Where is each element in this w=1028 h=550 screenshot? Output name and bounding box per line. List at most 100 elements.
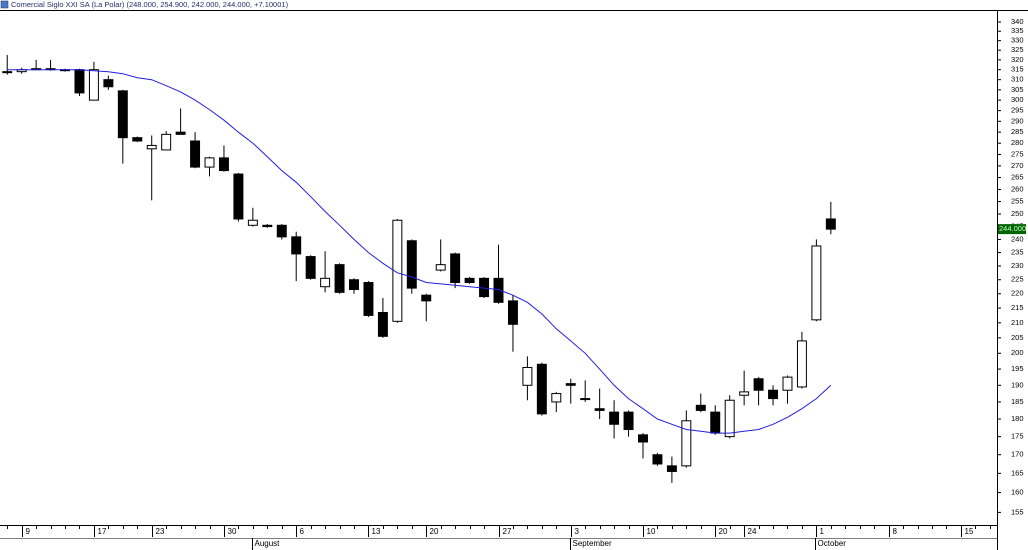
candle-body (2, 71, 13, 74)
candle-body (493, 277, 504, 303)
candle-body (796, 340, 807, 388)
x-tick-label: 10 (647, 527, 656, 536)
y-tick-label: 270 (1011, 161, 1024, 170)
candle-body (594, 408, 605, 411)
x-tick-label: 20 (719, 527, 728, 536)
y-tick-label: 330 (1011, 36, 1024, 45)
candle-body (450, 253, 461, 284)
candle-body (421, 294, 432, 302)
candle-body (435, 264, 446, 271)
candle-body (695, 404, 706, 411)
y-tick-label: 300 (1011, 95, 1024, 104)
candle-body (811, 245, 822, 321)
candle-body (320, 277, 331, 288)
y-tick-label: 185 (1011, 397, 1024, 406)
y-tick-label: 305 (1011, 85, 1024, 94)
x-tick-label: 8 (893, 527, 898, 536)
header-icon (0, 0, 9, 9)
y-tick-label: 195 (1011, 364, 1024, 373)
y-tick-label: 295 (1011, 106, 1024, 115)
candle-body (609, 411, 620, 425)
candle-body (536, 363, 547, 415)
y-tick-label: 180 (1011, 414, 1024, 423)
candle-body (247, 219, 258, 226)
y-tick-label: 280 (1011, 138, 1024, 147)
y-tick-label: 255 (1011, 197, 1024, 206)
y-tick-label: 275 (1011, 149, 1024, 158)
y-tick-label: 290 (1011, 116, 1024, 125)
last-price-box (998, 224, 1026, 235)
y-tick-label: 285 (1011, 127, 1024, 136)
y-tick-label: 155 (1011, 507, 1024, 516)
candle-body (666, 465, 677, 472)
candle-body (103, 79, 114, 88)
candle-body (710, 411, 721, 434)
candle-body (580, 398, 591, 401)
header-bar (0, 0, 1028, 10)
y-tick-label: 310 (1011, 75, 1024, 84)
x-tick-label: 24 (748, 527, 757, 536)
y-tick-label: 260 (1011, 184, 1024, 193)
candle-body (507, 300, 518, 325)
candle-body (88, 69, 99, 101)
y-tick-label: 190 (1011, 380, 1024, 389)
candle-body (739, 391, 750, 396)
y-tick-label: 340 (1011, 17, 1024, 26)
x-tick-label: 30 (228, 527, 237, 536)
chart-title: Comercial Siglo XXI SA (La Polar) (248.0… (11, 0, 289, 9)
y-tick-label: 225 (1011, 275, 1024, 284)
candle-body (262, 224, 273, 228)
y-tick-label: 175 (1011, 432, 1024, 441)
candle-body (291, 236, 302, 255)
x-tick-label: 1 (820, 527, 825, 536)
y-tick-label: 235 (1011, 248, 1024, 257)
y-tick-label: 230 (1011, 261, 1024, 270)
x-tick-label: 27 (503, 527, 512, 536)
candle-body (190, 140, 201, 168)
y-tick-label: 165 (1011, 468, 1024, 477)
candle-body (377, 311, 388, 337)
candle-body (825, 218, 836, 230)
candle-body (652, 454, 663, 465)
candle-body (146, 144, 157, 150)
x-tick-label: 13 (372, 527, 381, 536)
candle-body (753, 378, 764, 391)
y-tick-label: 315 (1011, 65, 1024, 74)
candle-body (724, 399, 735, 438)
y-tick-label: 240 (1011, 234, 1024, 243)
x-tick-label: 3 (575, 527, 580, 536)
candle-body (334, 264, 345, 293)
month-label: August (255, 539, 281, 548)
candle-body (161, 133, 172, 151)
month-label: September (573, 539, 612, 548)
candle-body (406, 240, 417, 289)
candle-body (363, 282, 374, 316)
last-price-label: 244.000 (999, 224, 1026, 233)
candle-body (551, 393, 562, 403)
x-tick-label: 17 (98, 527, 107, 536)
candle-body (276, 224, 287, 238)
y-tick-label: 265 (1011, 173, 1024, 182)
candle-body (175, 131, 186, 135)
candle-body (464, 277, 475, 284)
candle-body (132, 137, 143, 142)
x-tick-label: 15 (965, 527, 974, 536)
y-tick-label: 335 (1011, 26, 1024, 35)
x-tick-label: 6 (300, 527, 305, 536)
candle-body (74, 69, 85, 94)
candle-body (204, 157, 215, 168)
y-tick-label: 215 (1011, 303, 1024, 312)
x-tick-label: 23 (156, 527, 165, 536)
candle-body (305, 256, 316, 279)
candle-body (349, 279, 359, 291)
candle-body (638, 434, 648, 443)
y-tick-label: 200 (1011, 348, 1024, 357)
candle-body (218, 157, 229, 172)
candle-body (681, 420, 692, 467)
candle-body (623, 411, 634, 431)
candle-body (565, 383, 576, 386)
x-tick-label: 20 (430, 527, 439, 536)
y-tick-label: 210 (1011, 318, 1024, 327)
x-tick-label: 9 (26, 527, 31, 536)
